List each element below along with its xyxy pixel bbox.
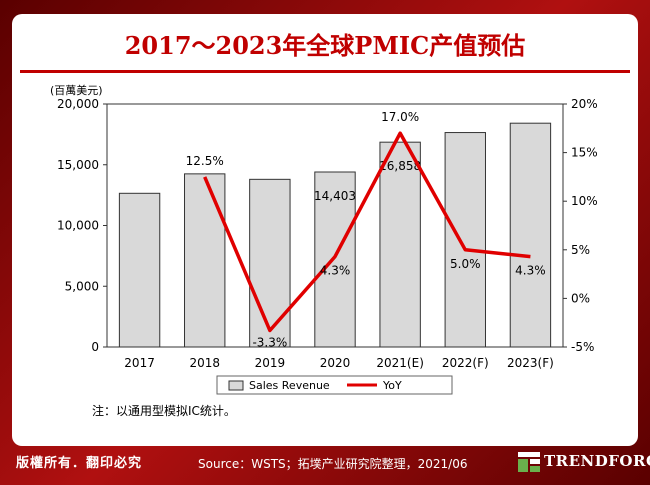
chart-svg: 0 5,000 10,000 15,000 20,000 -5% 0% 5% 10% 15% 20%… xyxy=(57,97,598,395)
x-tick-label: 2023(F) xyxy=(507,356,554,370)
title-underline xyxy=(20,70,630,73)
yoy-value-label: 12.5% xyxy=(186,154,224,168)
legend-label-yoy: YoY xyxy=(382,379,402,392)
trendforce-logo: TRENDFORCE xyxy=(516,448,650,478)
y-right-tick-label: 0% xyxy=(571,291,590,305)
yoy-line xyxy=(203,131,531,333)
y-left-tick-label: 15,000 xyxy=(57,158,99,172)
y-right-tick-label: -5% xyxy=(571,340,594,354)
y-left-tick-label: 0 xyxy=(91,340,99,354)
yoy-value-label: 5.0% xyxy=(450,257,481,271)
revenue-bar xyxy=(249,178,291,348)
y-right-tick-label: 5% xyxy=(571,243,590,257)
x-tick-label: 2020 xyxy=(320,356,351,370)
chart-title: 2017～2023年全球PMIC产值预估 xyxy=(124,31,526,60)
y-right-tick-label: 20% xyxy=(571,97,598,111)
revenue-bar xyxy=(509,122,552,348)
yoy-value-label: 17.0% xyxy=(381,110,419,124)
revenue-bar xyxy=(444,132,486,348)
copyright-text: 版權所有．翻印必究 xyxy=(16,456,143,471)
footnote: 注：以通用型模拟IC统计。 xyxy=(92,404,236,418)
x-tick-label: 2022(F) xyxy=(442,356,489,370)
yoy-value-label: 4.3% xyxy=(515,264,546,278)
yoy-value-label: -3.3% xyxy=(252,335,287,349)
unit-label: (百萬美元) xyxy=(50,84,103,97)
revenue-bar xyxy=(118,192,161,348)
brand-name: TRENDFORCE xyxy=(544,452,650,470)
bar-value-label: 14,403 xyxy=(314,189,356,203)
trendforce-logo-icon xyxy=(518,452,540,472)
y-left-tick-label: 20,000 xyxy=(57,97,99,111)
revenue-bar xyxy=(314,171,356,348)
x-tick-label: 2019 xyxy=(255,356,286,370)
source-text: Source：WSTS；拓墣产业研究院整理，2021/06 xyxy=(198,457,468,471)
y-right-tick-label: 15% xyxy=(571,146,598,160)
x-tick-label: 2021(E) xyxy=(376,356,423,370)
revenue-bar xyxy=(379,141,421,348)
y-left-tick-label: 10,000 xyxy=(57,219,99,233)
x-tick-label: 2017 xyxy=(124,356,155,370)
y-right-tick-label: 10% xyxy=(571,194,598,208)
y-left-tick-label: 5,000 xyxy=(65,279,99,293)
legend-swatch-bar xyxy=(228,380,244,391)
legend-box xyxy=(216,375,453,395)
bar-value-label: 16,858 xyxy=(379,159,421,173)
x-tick-label: 2018 xyxy=(189,356,220,370)
revenue-bar xyxy=(184,173,226,348)
chart-panel: 2017～2023年全球PMIC产值预估 (百萬美元) 0 5,000 10,000… xyxy=(12,14,638,446)
yoy-value-label: 4.3% xyxy=(320,264,351,278)
legend-label-sales: Sales Revenue xyxy=(249,379,330,392)
